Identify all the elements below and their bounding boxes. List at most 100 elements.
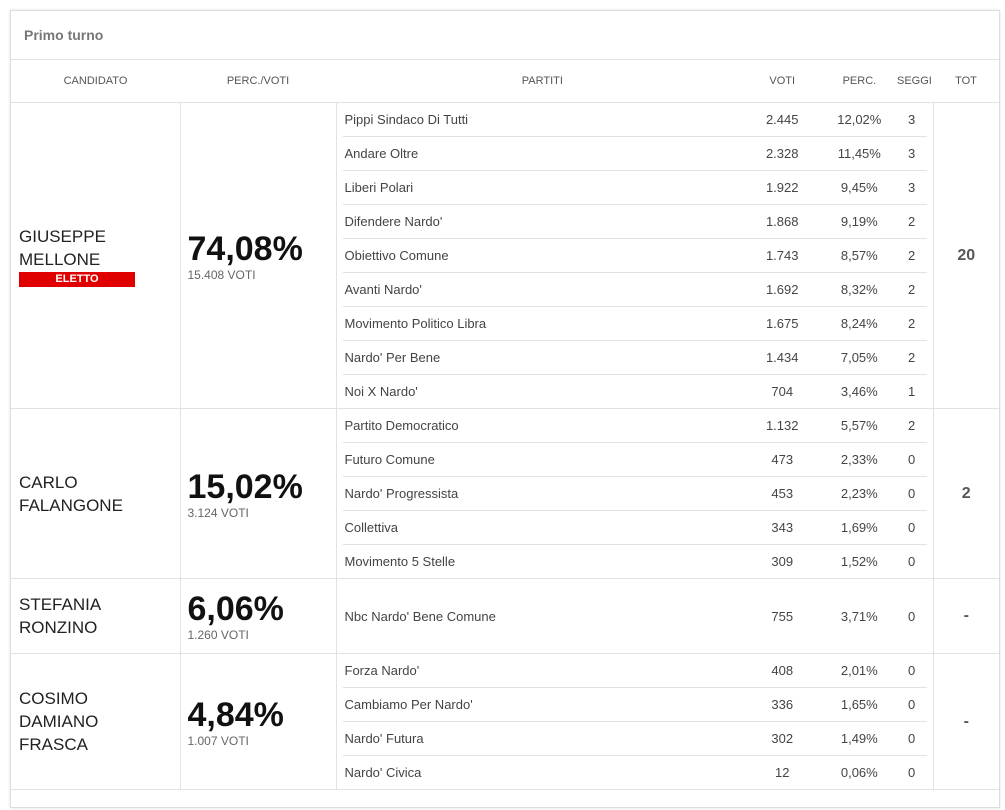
party-percentage: 11,45% [837,146,881,161]
party-percentage: 12,02% [837,112,882,127]
party-row: Movimento Politico Libra 1.675 8,24% 2 [342,307,927,341]
party-percentage: 7,05% [840,350,878,365]
party-name: Collettiva [344,520,398,535]
party-seats: 0 [908,554,916,569]
party-name: Avanti Nardo' [344,282,422,297]
party-name: Nardo' Progressista [344,486,459,501]
candidate-votes: 1.007 VOTI [187,733,249,748]
party-row: Obiettivo Comune 1.743 8,57% 2 [342,239,927,273]
party-seats: 2 [908,316,916,331]
party-votes: 2.445 [765,112,799,127]
party-name: Nbc Nardo' Bene Comune [344,608,496,624]
results-table: CANDIDATO PERC./VOTI PARTITI VOTI PERC. … [11,60,999,790]
total-seats: 2 [933,408,999,579]
candidate-votes: 15.408 VOTI [187,267,256,282]
party-name: Movimento 5 Stelle [344,554,456,569]
party-seats: 2 [908,248,916,263]
party-votes: 309 [771,554,794,569]
party-row: Nardo' Per Bene 1.434 7,05% 2 [342,341,927,375]
party-name: Nardo' Per Bene [344,350,441,365]
party-name: Nardo' Civica [344,765,422,780]
party-list: Nbc Nardo' Bene Comune 755 3,71% 0 [343,579,927,653]
candidate-percentage: 15,02% [187,467,303,506]
candidate-name: GIUSEPPE MELLONE [19,226,106,269]
party-votes: 2.328 [765,146,799,161]
party-seats: 0 [908,452,916,467]
party-percentage: 9,45% [840,180,878,195]
header-partiti: PARTITI [521,75,563,87]
candidate-percentage: 4,84% [187,695,284,734]
candidate-cell: STEFANIA RONZINO [11,578,181,654]
party-list-cell: Nbc Nardo' Bene Comune 755 3,71% 0 [336,578,934,654]
party-row: Noi X Nardo' 704 3,46% 1 [343,375,927,408]
party-seats: 0 [908,486,916,501]
candidate-perc-cell: 6,06% 1.260 VOTI [180,578,337,654]
candidate-cell: COSIMO DAMIANO FRASCA [11,653,181,790]
candidate-cell: GIUSEPPE MELLONE ELETTO [11,102,181,409]
party-list: Partito Democratico 1.132 5,57% 2 Futuro Com… [342,409,927,578]
party-percentage: 5,57% [840,418,878,433]
party-votes: 1.868 [765,214,799,229]
party-percentage: 3,71% [840,608,878,624]
party-row: Futuro Comune 473 2,33% 0 [342,443,927,477]
party-name: Partito Democratico [344,418,459,433]
header-perc: PERC. [842,75,877,87]
party-name: Pippi Sindaco Di Tutti [344,112,469,127]
candidate-percentage: 74,08% [187,229,303,268]
party-list-cell: Pippi Sindaco Di Tutti 2.445 12,02% 3 Andare… [336,102,934,409]
party-row: Nardo' Progressista 453 2,23% 0 [342,477,927,511]
party-list: Pippi Sindaco Di Tutti 2.445 12,02% 3 Andare… [342,103,927,408]
party-votes: 408 [771,663,794,678]
party-row: Andare Oltre 2.328 11,45% 3 [342,137,927,171]
party-row: Collettiva 343 1,69% 0 [342,511,927,545]
party-row: Liberi Polari 1.922 9,45% 3 [342,171,927,205]
party-percentage: 8,57% [840,248,878,263]
party-row: Partito Democratico 1.132 5,57% 2 [342,409,927,443]
party-name: Difendere Nardo' [344,214,443,229]
candidate-perc-cell: 74,08% 15.408 VOTI [180,102,337,409]
header-partiti-group: PARTITI VOTI PERC. SEGGI [336,60,933,103]
party-name: Movimento Politico Libra [344,316,487,331]
party-votes: 1.743 [765,248,799,263]
party-votes: 343 [771,520,794,535]
party-row: Nbc Nardo' Bene Comune 755 3,71% 0 [343,579,927,653]
candidate-votes: 1.260 VOTI [187,628,249,642]
party-votes: 453 [771,486,794,501]
party-name: Futuro Comune [344,452,435,467]
party-votes: 704 [771,384,794,399]
party-seats: 0 [908,663,916,678]
party-percentage: 9,19% [840,214,878,229]
party-percentage: 8,24% [840,316,878,331]
party-seats: 3 [908,146,916,161]
party-seats: 3 [908,112,916,127]
party-row: Avanti Nardo' 1.692 8,32% 2 [342,273,927,307]
party-seats: 3 [908,180,916,195]
party-seats: 0 [908,520,916,535]
party-percentage: 8,32% [840,282,878,297]
party-votes: 336 [771,697,794,712]
party-votes: 1.692 [765,282,799,297]
party-seats: 2 [908,214,916,229]
party-percentage: 1,65% [840,697,878,712]
party-votes: 1.434 [765,350,799,365]
party-row: Cambiamo Per Nardo' 336 1,65% 0 [342,688,927,722]
party-seats: 0 [908,608,916,624]
party-list: Forza Nardo' 408 2,01% 0 Cambiamo Per Nardo'… [342,654,927,789]
candidate-name: STEFANIA RONZINO [19,595,102,637]
header-seggi: SEGGI [897,75,932,87]
elected-badge: ELETTO [19,271,135,287]
party-seats: 1 [908,384,916,399]
candidate-name: COSIMO DAMIANO FRASCA [19,689,99,754]
candidate-cell: CARLO FALANGONE [11,408,181,579]
party-name: Nardo' Futura [344,731,424,746]
results-panel: Primo turno CANDIDATO PERC./VOTI PARTITI… [10,10,1000,808]
candidate-row: COSIMO DAMIANO FRASCA 4,84% 1.007 VOTI Forz… [11,653,999,790]
party-name: Obiettivo Comune [344,248,449,263]
party-percentage: 3,46% [840,384,878,399]
candidate-row: STEFANIA RONZINO 6,06% 1.260 VOTI Nbc Nardo… [11,578,999,654]
party-row: Nardo' Civica 12 0,06% 0 [343,756,927,789]
party-percentage: 2,33% [840,452,878,467]
party-seats: 2 [908,282,916,297]
party-votes: 755 [771,608,794,624]
party-row: Forza Nardo' 408 2,01% 0 [342,654,927,688]
